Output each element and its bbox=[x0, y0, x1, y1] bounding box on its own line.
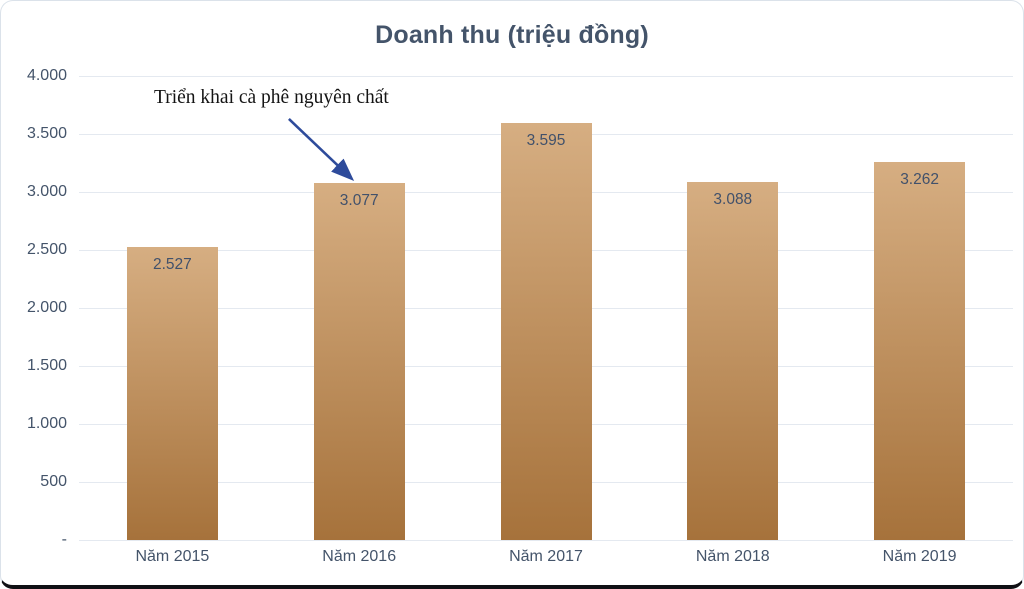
bar-value-label: 3.595 bbox=[526, 131, 566, 149]
bar: 3.595 bbox=[500, 122, 592, 540]
y-axis-tick-label: 3.000 bbox=[26, 183, 67, 200]
x-axis-category-label: Năm 2019 bbox=[882, 548, 957, 565]
y-axis: 4.000 3.500 3.000 2.500 2.000 1.500 1.000 500 - bbox=[1, 67, 67, 548]
y-axis-tick-label: 500 bbox=[40, 473, 67, 490]
bar: 3.088 bbox=[687, 181, 779, 540]
x-axis-category-label: Năm 2016 bbox=[322, 548, 397, 565]
bar: 2.527 bbox=[126, 246, 218, 540]
y-axis-tick-label: 4.000 bbox=[26, 67, 67, 84]
x-axis: Năm 2015 Năm 2016 Năm 2017 Năm 2018 Năm 2019 bbox=[79, 548, 1013, 574]
bar: 3.262 bbox=[874, 161, 966, 540]
y-axis-tick-label: 2.500 bbox=[26, 241, 67, 258]
bar-value-label: 2.527 bbox=[152, 255, 192, 273]
x-axis-category-label: Năm 2017 bbox=[509, 548, 583, 565]
y-axis-tick-label: 1.500 bbox=[26, 357, 67, 374]
annotation-label: Triển khai cà phê nguyên chất bbox=[154, 87, 389, 108]
bar: 3.077 bbox=[313, 183, 405, 540]
y-axis-tick-label: 2.000 bbox=[26, 299, 67, 316]
gridline bbox=[79, 76, 1013, 77]
y-axis-tick-label: 1.000 bbox=[26, 415, 67, 432]
y-axis-tick-label: 3.500 bbox=[26, 125, 67, 142]
chart-title: Doanh thu (triệu đồng) bbox=[375, 21, 649, 49]
bar-value-label: 3.077 bbox=[339, 192, 379, 210]
x-axis-category-label: Năm 2015 bbox=[135, 548, 210, 565]
x-axis-category-label: Năm 2018 bbox=[695, 548, 770, 565]
bar-value-label: 3.088 bbox=[713, 190, 753, 208]
gridline bbox=[79, 540, 1013, 541]
plot-area: 2.527 3.077 3.595 3.088 3.262 bbox=[79, 76, 1013, 541]
y-axis-tick-label: - bbox=[61, 531, 67, 548]
bar-value-label: 3.262 bbox=[900, 170, 939, 188]
